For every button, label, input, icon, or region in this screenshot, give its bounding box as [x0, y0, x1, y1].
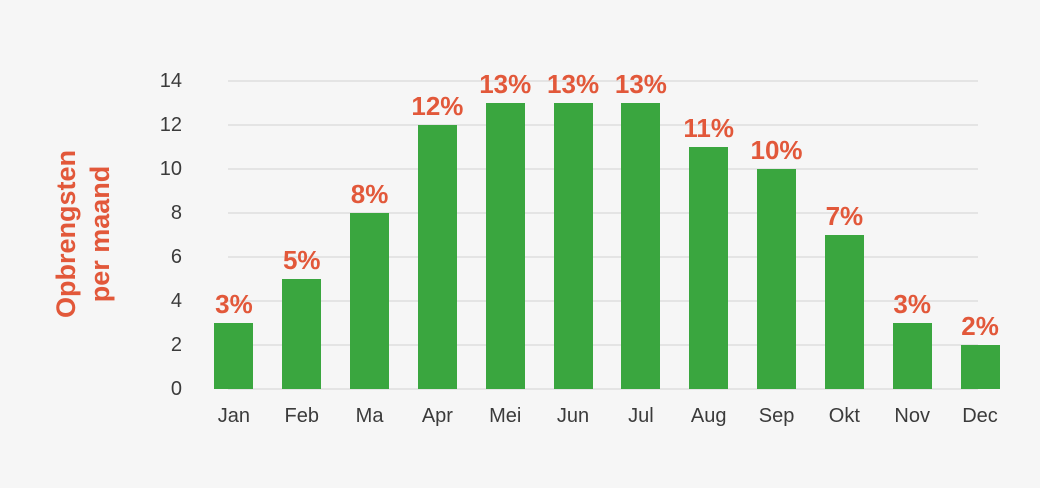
bar-slot-aug: 11% [675, 115, 743, 389]
x-axis-labels: Jan Feb Ma Apr Mei Jun Jul Aug Sep Okt Nov Dec [200, 404, 1014, 428]
gridline-14 [228, 80, 978, 82]
x-tick-label-sep: Sep [758, 405, 795, 427]
y-axis-title-line-2: per maand [85, 165, 115, 303]
bar-slot-apr: 12% [403, 93, 471, 389]
x-tick-label-aug: Aug [690, 405, 727, 427]
y-tick-label-2: 2 [170, 334, 182, 356]
bar-slot-mei: 13% [471, 71, 539, 389]
bar-value-label-mei: 13% [479, 69, 532, 99]
gridline-2 [228, 344, 978, 346]
bar-value-label-okt: 7% [825, 201, 864, 231]
bar-value-label-jan: 3% [215, 289, 253, 319]
gridline-6 [228, 256, 978, 258]
x-tick-label-nov: Nov [894, 405, 930, 427]
bar-jun [553, 103, 593, 389]
gridline-10 [228, 168, 978, 170]
bar-nov [892, 323, 932, 389]
bar-feb [282, 279, 322, 389]
x-tick-label-apr: Apr [421, 405, 453, 427]
bar-value-label-apr: 12% [411, 91, 464, 121]
gridline-8 [228, 212, 978, 214]
bar-value-label-nov: 3% [893, 289, 931, 319]
bar-value-label-ma: 8% [350, 179, 389, 209]
plot-area: 3% 5% 8% 12% 13% 13% 13% 11% 10% 7% 3% 2% [200, 71, 1014, 390]
bar-value-label-dec: 2% [961, 311, 999, 341]
x-tick-label-mei: Mei [489, 405, 522, 427]
x-tick-label-feb: Feb [284, 405, 319, 427]
y-tick-label-12: 12 [159, 114, 182, 136]
y-tick-label-10: 10 [159, 158, 182, 180]
bar-ma [350, 213, 390, 389]
bar-sep [757, 169, 797, 389]
bar-aug [689, 147, 729, 389]
y-axis-ticks: 0 2 4 6 8 10 12 14 [128, 71, 182, 399]
x-tick-label-ma: Ma [355, 405, 384, 427]
gridline-4 [228, 300, 978, 302]
y-tick-label-0: 0 [170, 378, 182, 400]
bar-jul [621, 103, 661, 389]
bar-slot-feb: 5% [268, 247, 336, 389]
bar-slot-okt: 7% [810, 203, 878, 389]
bar-slot-dec: 2% [946, 313, 1014, 389]
bar-apr [417, 125, 457, 389]
y-tick-label-6: 6 [170, 246, 182, 268]
bar-slot-nov: 3% [878, 291, 946, 389]
x-tick-label-jan: Jan [217, 405, 251, 427]
x-tick-label-dec: Dec [962, 405, 998, 427]
bar-value-label-jun: 13% [547, 69, 600, 99]
y-tick-label-8: 8 [170, 202, 182, 224]
bar-value-label-sep: 10% [750, 135, 803, 165]
bar-slot-jan: 3% [200, 291, 268, 389]
bar-slot-ma: 8% [336, 181, 404, 389]
y-axis-title-line-1: Opbrengsten [51, 149, 81, 319]
y-axis-title: Opbrengsten per maand [49, 150, 117, 318]
bar-slot-jun: 13% [539, 71, 607, 389]
bar-value-label-feb: 5% [282, 245, 321, 275]
bar-value-label-aug: 11% [683, 113, 735, 143]
bar-dec [960, 345, 1000, 389]
bar-okt [824, 235, 864, 389]
x-tick-label-jul: Jul [628, 405, 654, 427]
bar-slot-jul: 13% [607, 71, 675, 389]
x-tick-label-jun: Jun [556, 405, 590, 427]
gridline-12 [228, 124, 978, 126]
bar-slot-sep: 10% [743, 137, 811, 389]
x-tick-label-okt: Okt [828, 405, 860, 427]
bar-mei [485, 103, 525, 389]
y-tick-label-4: 4 [170, 290, 182, 312]
gridline-0 [228, 388, 978, 390]
bar-value-label-jul: 13% [614, 69, 667, 99]
y-tick-label-14: 14 [159, 70, 182, 92]
bar-jan [214, 323, 254, 389]
